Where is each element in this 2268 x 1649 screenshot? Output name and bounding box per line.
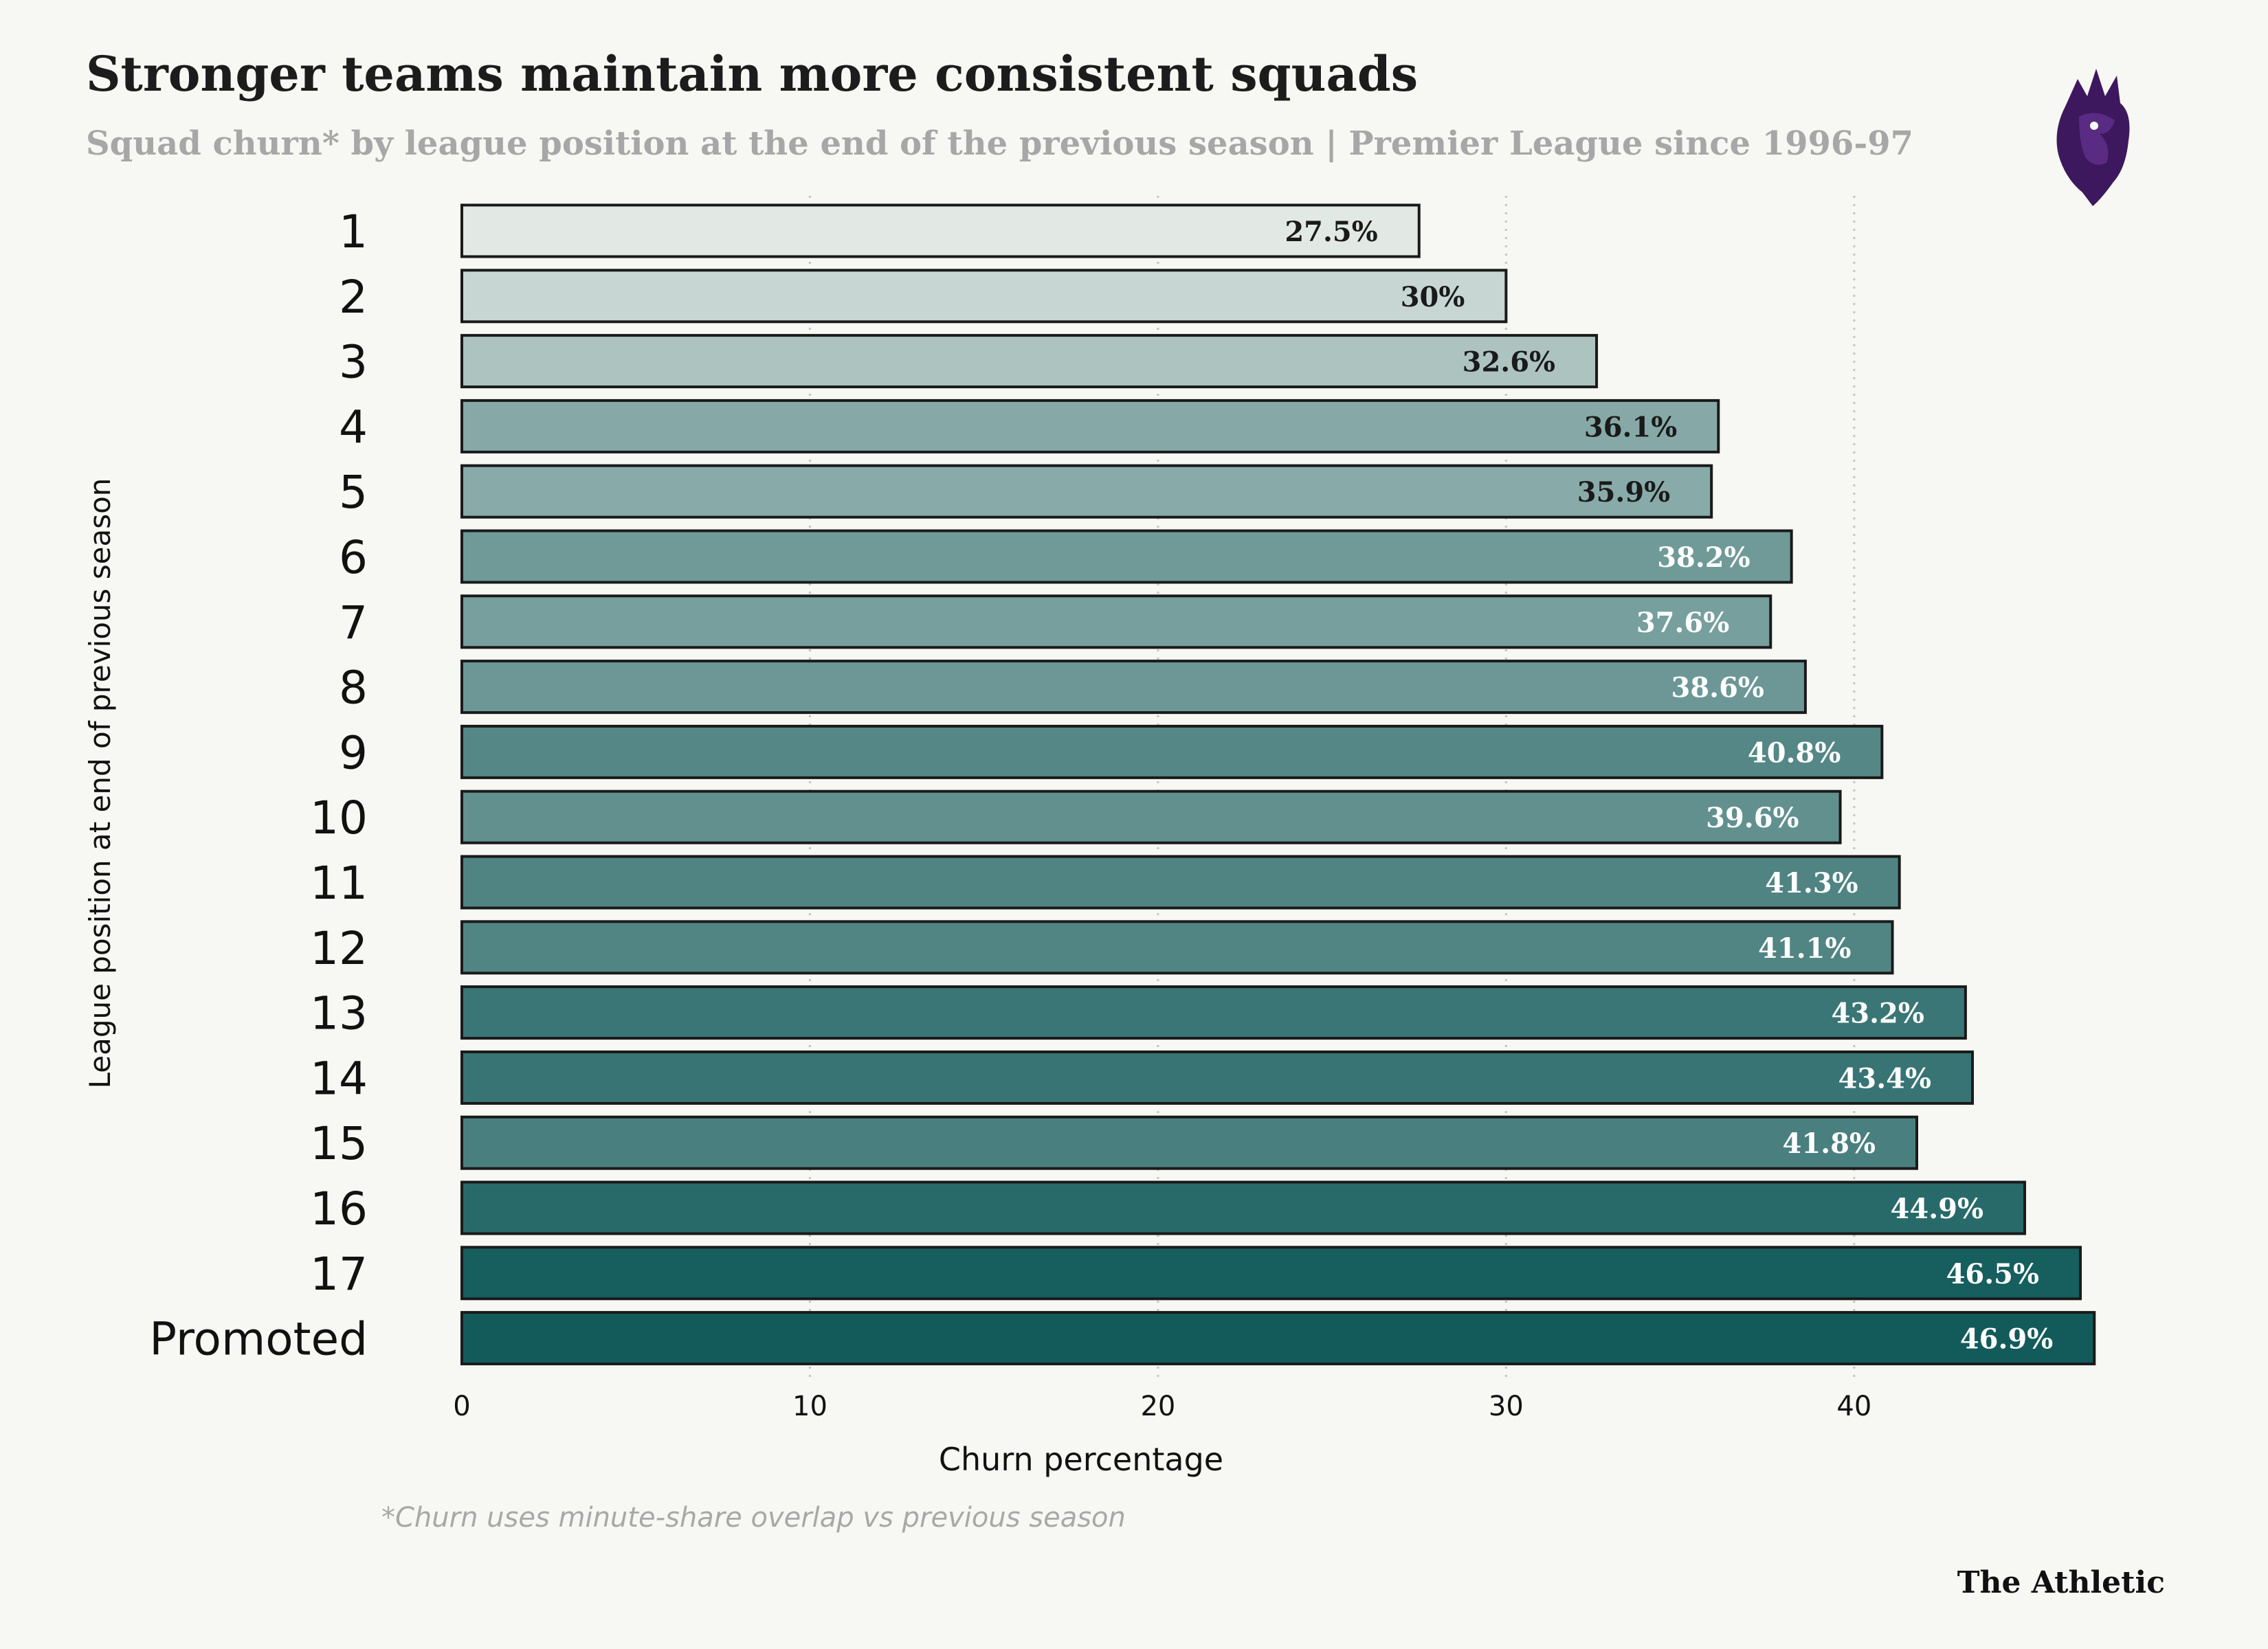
category-label: 11 — [310, 857, 368, 910]
value-label: 43.4% — [1838, 1062, 1931, 1095]
value-label: 38.2% — [1657, 541, 1750, 574]
value-label: 44.9% — [1891, 1193, 1983, 1225]
value-label: 36.1% — [1584, 411, 1677, 443]
bar — [460, 1115, 1918, 1170]
category-label: 3 — [339, 336, 368, 389]
bar — [460, 1050, 1975, 1105]
category-label: 6 — [339, 531, 368, 584]
y-axis-title: League position at end of previous seaso… — [83, 478, 117, 1089]
value-label: 32.6% — [1463, 346, 1555, 379]
bar — [460, 203, 1421, 258]
category-label: 12 — [310, 922, 368, 975]
category-label: 15 — [310, 1117, 368, 1170]
bars — [460, 203, 2096, 1366]
category-label: 1 — [339, 205, 368, 258]
value-label: 46.9% — [1960, 1323, 2053, 1356]
x-tick-label: 20 — [1140, 1391, 1175, 1422]
x-tick-label: 30 — [1489, 1391, 1524, 1422]
value-label: 40.8% — [1748, 737, 1841, 769]
x-axis-ticks: 0 10 20 30 40 — [453, 1391, 1871, 1422]
value-label: 41.1% — [1758, 932, 1851, 965]
bar — [460, 399, 1720, 453]
category-label: 5 — [339, 466, 368, 519]
category-label: 10 — [310, 792, 368, 844]
bar — [460, 1246, 2082, 1301]
premier-league-lion-icon — [2056, 69, 2130, 206]
bar — [460, 269, 1508, 324]
bar — [460, 1311, 2096, 1366]
bar — [460, 660, 1807, 715]
value-label: 38.6% — [1671, 672, 1764, 704]
value-label: 41.8% — [1783, 1128, 1876, 1160]
chart-subtitle: Squad churn* by league position at the e… — [86, 124, 1913, 163]
value-label: 39.6% — [1706, 802, 1799, 834]
category-label: 16 — [310, 1182, 368, 1235]
value-label: 46.5% — [1946, 1258, 2039, 1290]
value-label: 43.2% — [1831, 998, 1924, 1030]
value-label: 35.9% — [1577, 476, 1670, 508]
bar — [460, 1180, 2026, 1235]
footnote: *Churn uses minute-share overlap vs prev… — [381, 1502, 1126, 1534]
category-label: 9 — [339, 726, 368, 779]
category-label: 7 — [339, 596, 368, 649]
brand-logo-text: The Athletic — [1957, 1565, 2165, 1600]
category-label: Promoted — [149, 1313, 368, 1366]
x-tick-label: 40 — [1836, 1391, 1871, 1422]
chart-title: Stronger teams maintain more consistent … — [86, 45, 1418, 102]
value-labels: 27.5% 30% 32.6% 36.1% 35.9% 38.2% 37.6% 38.6% 40… — [1285, 216, 2053, 1356]
category-label: 2 — [339, 271, 368, 324]
bar — [460, 594, 1772, 649]
category-label: 14 — [310, 1052, 368, 1105]
value-label: 27.5% — [1285, 216, 1377, 248]
category-label: 17 — [310, 1248, 368, 1301]
bar — [460, 789, 1842, 844]
bar — [460, 985, 1967, 1040]
bar — [460, 724, 1884, 779]
x-axis-title: Churn percentage — [939, 1441, 1223, 1478]
category-label: 13 — [310, 987, 368, 1040]
bar — [460, 920, 1894, 975]
category-label: 4 — [339, 401, 368, 453]
value-label: 37.6% — [1636, 607, 1729, 639]
category-label: 8 — [339, 662, 368, 715]
x-tick-label: 10 — [792, 1391, 827, 1422]
bar — [460, 529, 1793, 584]
value-label: 30% — [1401, 281, 1465, 313]
bar — [460, 464, 1713, 519]
value-label: 41.3% — [1765, 867, 1858, 899]
x-tick-label: 0 — [453, 1391, 470, 1422]
bar — [460, 855, 1901, 910]
bar — [460, 334, 1599, 389]
